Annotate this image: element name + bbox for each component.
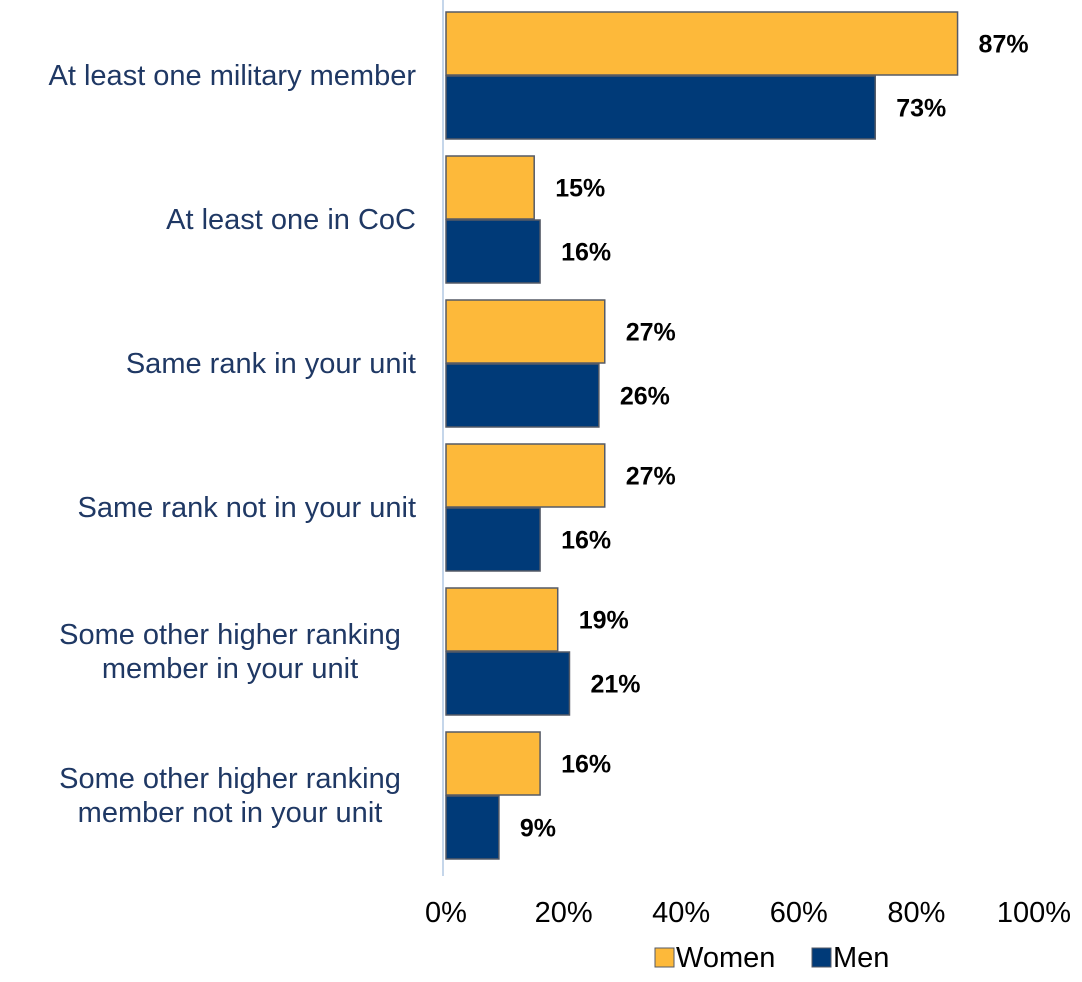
- x-tick-label-100: 100%: [997, 897, 1071, 929]
- category-label-3: Same rank not in your unit: [77, 492, 416, 524]
- value-label-men-4: 21%: [590, 671, 640, 699]
- bar-men-5: [445, 795, 500, 860]
- value-label-men-0: 73%: [896, 95, 946, 123]
- bar-men-2: [445, 363, 600, 428]
- x-tick-label-60: 60%: [770, 897, 828, 929]
- value-label-women-0: 87%: [979, 31, 1029, 59]
- bar-men-4: [445, 651, 571, 716]
- value-label-women-1: 15%: [555, 175, 605, 203]
- value-label-women-2: 27%: [626, 319, 676, 347]
- legend: Women Men: [654, 942, 889, 974]
- category-labels: At least one military member At least one…: [49, 60, 417, 829]
- bar-women-4: [445, 587, 559, 652]
- x-axis-tick-labels: 0% 20% 40% 60% 80% 100%: [425, 897, 1071, 929]
- bars-layer: [445, 11, 959, 860]
- category-label-1: At least one in CoC: [166, 204, 416, 236]
- bar-women-1: [445, 155, 535, 220]
- category-label-4: Some other higher ranking member in your …: [59, 619, 401, 685]
- category-label-0: At least one military member: [49, 60, 417, 92]
- x-tick-label-0: 0%: [425, 897, 467, 929]
- value-label-women-3: 27%: [626, 463, 676, 491]
- value-label-women-5: 16%: [561, 751, 611, 779]
- bar-men-1: [445, 219, 541, 284]
- x-tick-label-20: 20%: [535, 897, 593, 929]
- bar-women-3: [445, 443, 606, 508]
- bar-women-5: [445, 731, 541, 796]
- value-labels: 87% 73% 15% 16% 27% 26% 27% 16% 19% 21% 16% 9%: [520, 31, 1029, 843]
- bar-women-0: [445, 11, 959, 76]
- value-label-men-5: 9%: [520, 815, 556, 843]
- x-tick-label-80: 80%: [887, 897, 945, 929]
- bar-men-0: [445, 75, 876, 140]
- legend-swatch-women: [654, 947, 675, 968]
- x-tick-label-40: 40%: [652, 897, 710, 929]
- legend-label-men: Men: [833, 942, 889, 974]
- category-label-2: Same rank in your unit: [126, 348, 416, 380]
- legend-label-women: Women: [676, 942, 775, 974]
- value-label-men-2: 26%: [620, 383, 670, 411]
- bar-women-2: [445, 299, 606, 364]
- value-label-men-3: 16%: [561, 527, 611, 555]
- value-label-women-4: 19%: [579, 607, 629, 635]
- category-label-5: Some other higher ranking member not in y…: [59, 763, 401, 829]
- bar-men-3: [445, 507, 541, 572]
- legend-swatch-men: [811, 947, 832, 968]
- value-label-men-1: 16%: [561, 239, 611, 267]
